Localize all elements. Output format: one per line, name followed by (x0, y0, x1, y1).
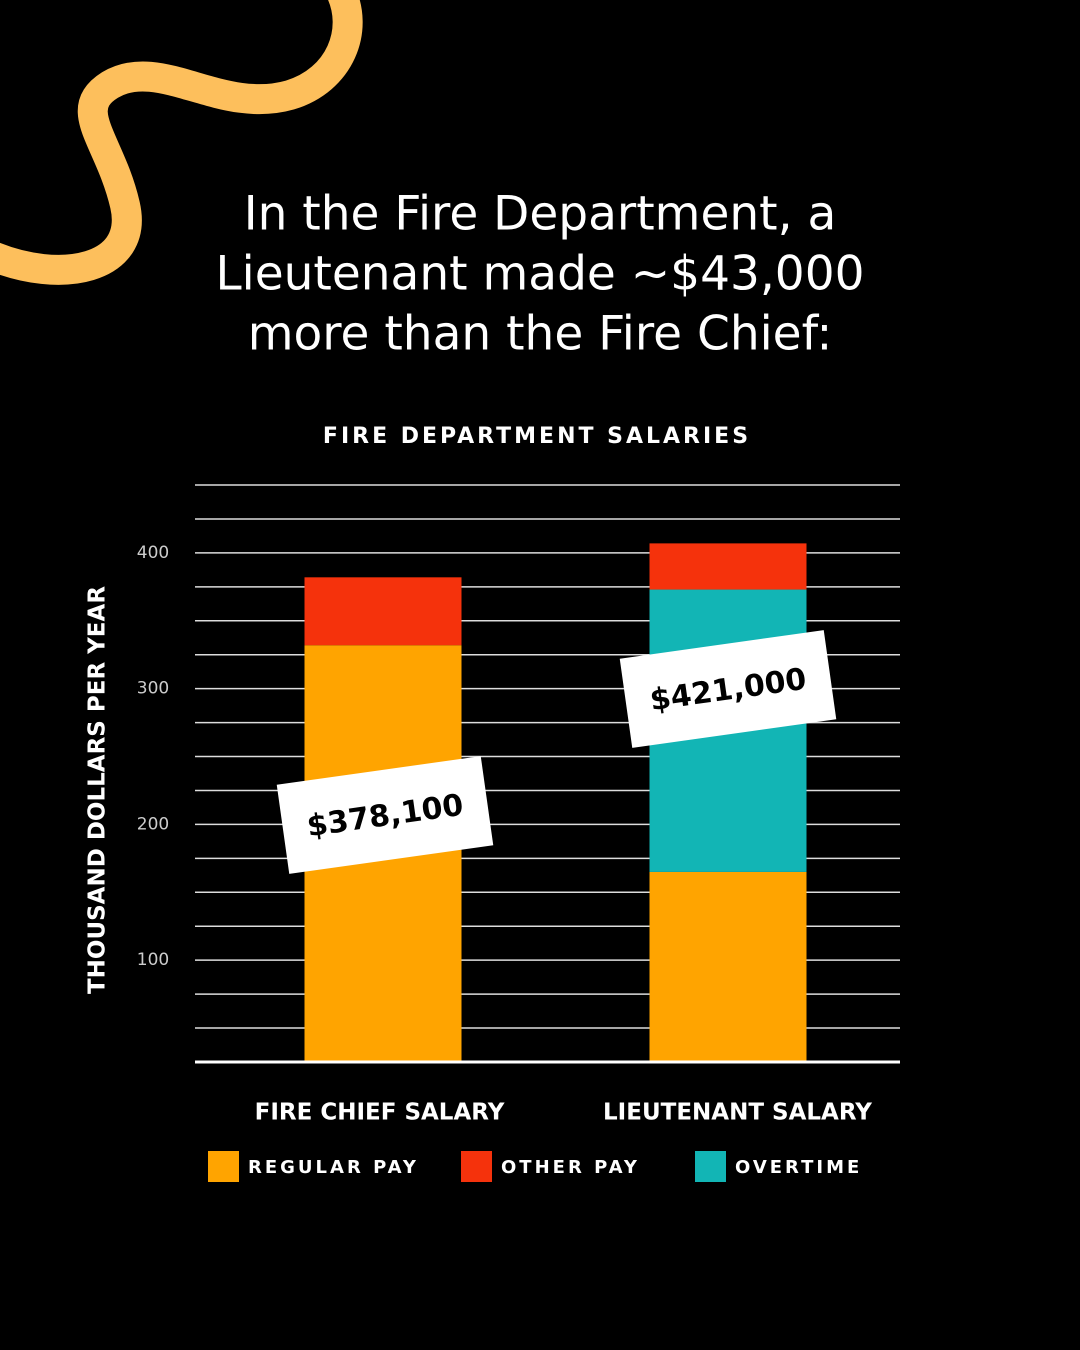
x-tick-label: FIRE CHIEF SALARY (255, 1100, 505, 1126)
annotation-box (619, 630, 837, 748)
title-line: Lieutenant made ~$43,000 (215, 247, 864, 302)
legend-swatch (695, 1151, 726, 1182)
chart-title: FIRE DEPARTMENT SALARIES (323, 424, 751, 449)
legend-swatch (461, 1151, 492, 1182)
legend-label: OVERTIME (735, 1157, 862, 1178)
y-tick-label: 200 (137, 814, 169, 834)
x-tick-label: LIEUTENANT SALARY (603, 1100, 872, 1126)
y-tick-label: 100 (137, 950, 169, 970)
annotation: $378,100 (276, 756, 494, 874)
annotation: $421,000 (619, 630, 837, 748)
y-tick-label: 300 (137, 679, 169, 699)
annotation-box (276, 756, 494, 874)
legend-label: OTHER PAY (501, 1157, 640, 1178)
decorative-squiggle (0, 0, 363, 285)
title-line: In the Fire Department, a (244, 187, 837, 242)
title-line: more than the Fire Chief: (248, 307, 833, 362)
bar-segment (649, 543, 807, 590)
bar-segment (304, 577, 462, 646)
y-axis-label: THOUSAND DOLLARS PER YEAR (85, 586, 111, 994)
y-tick-label: 400 (137, 543, 169, 563)
legend-label: REGULAR PAY (248, 1157, 419, 1178)
bar-segment (649, 871, 807, 1062)
legend-swatch (208, 1151, 239, 1182)
